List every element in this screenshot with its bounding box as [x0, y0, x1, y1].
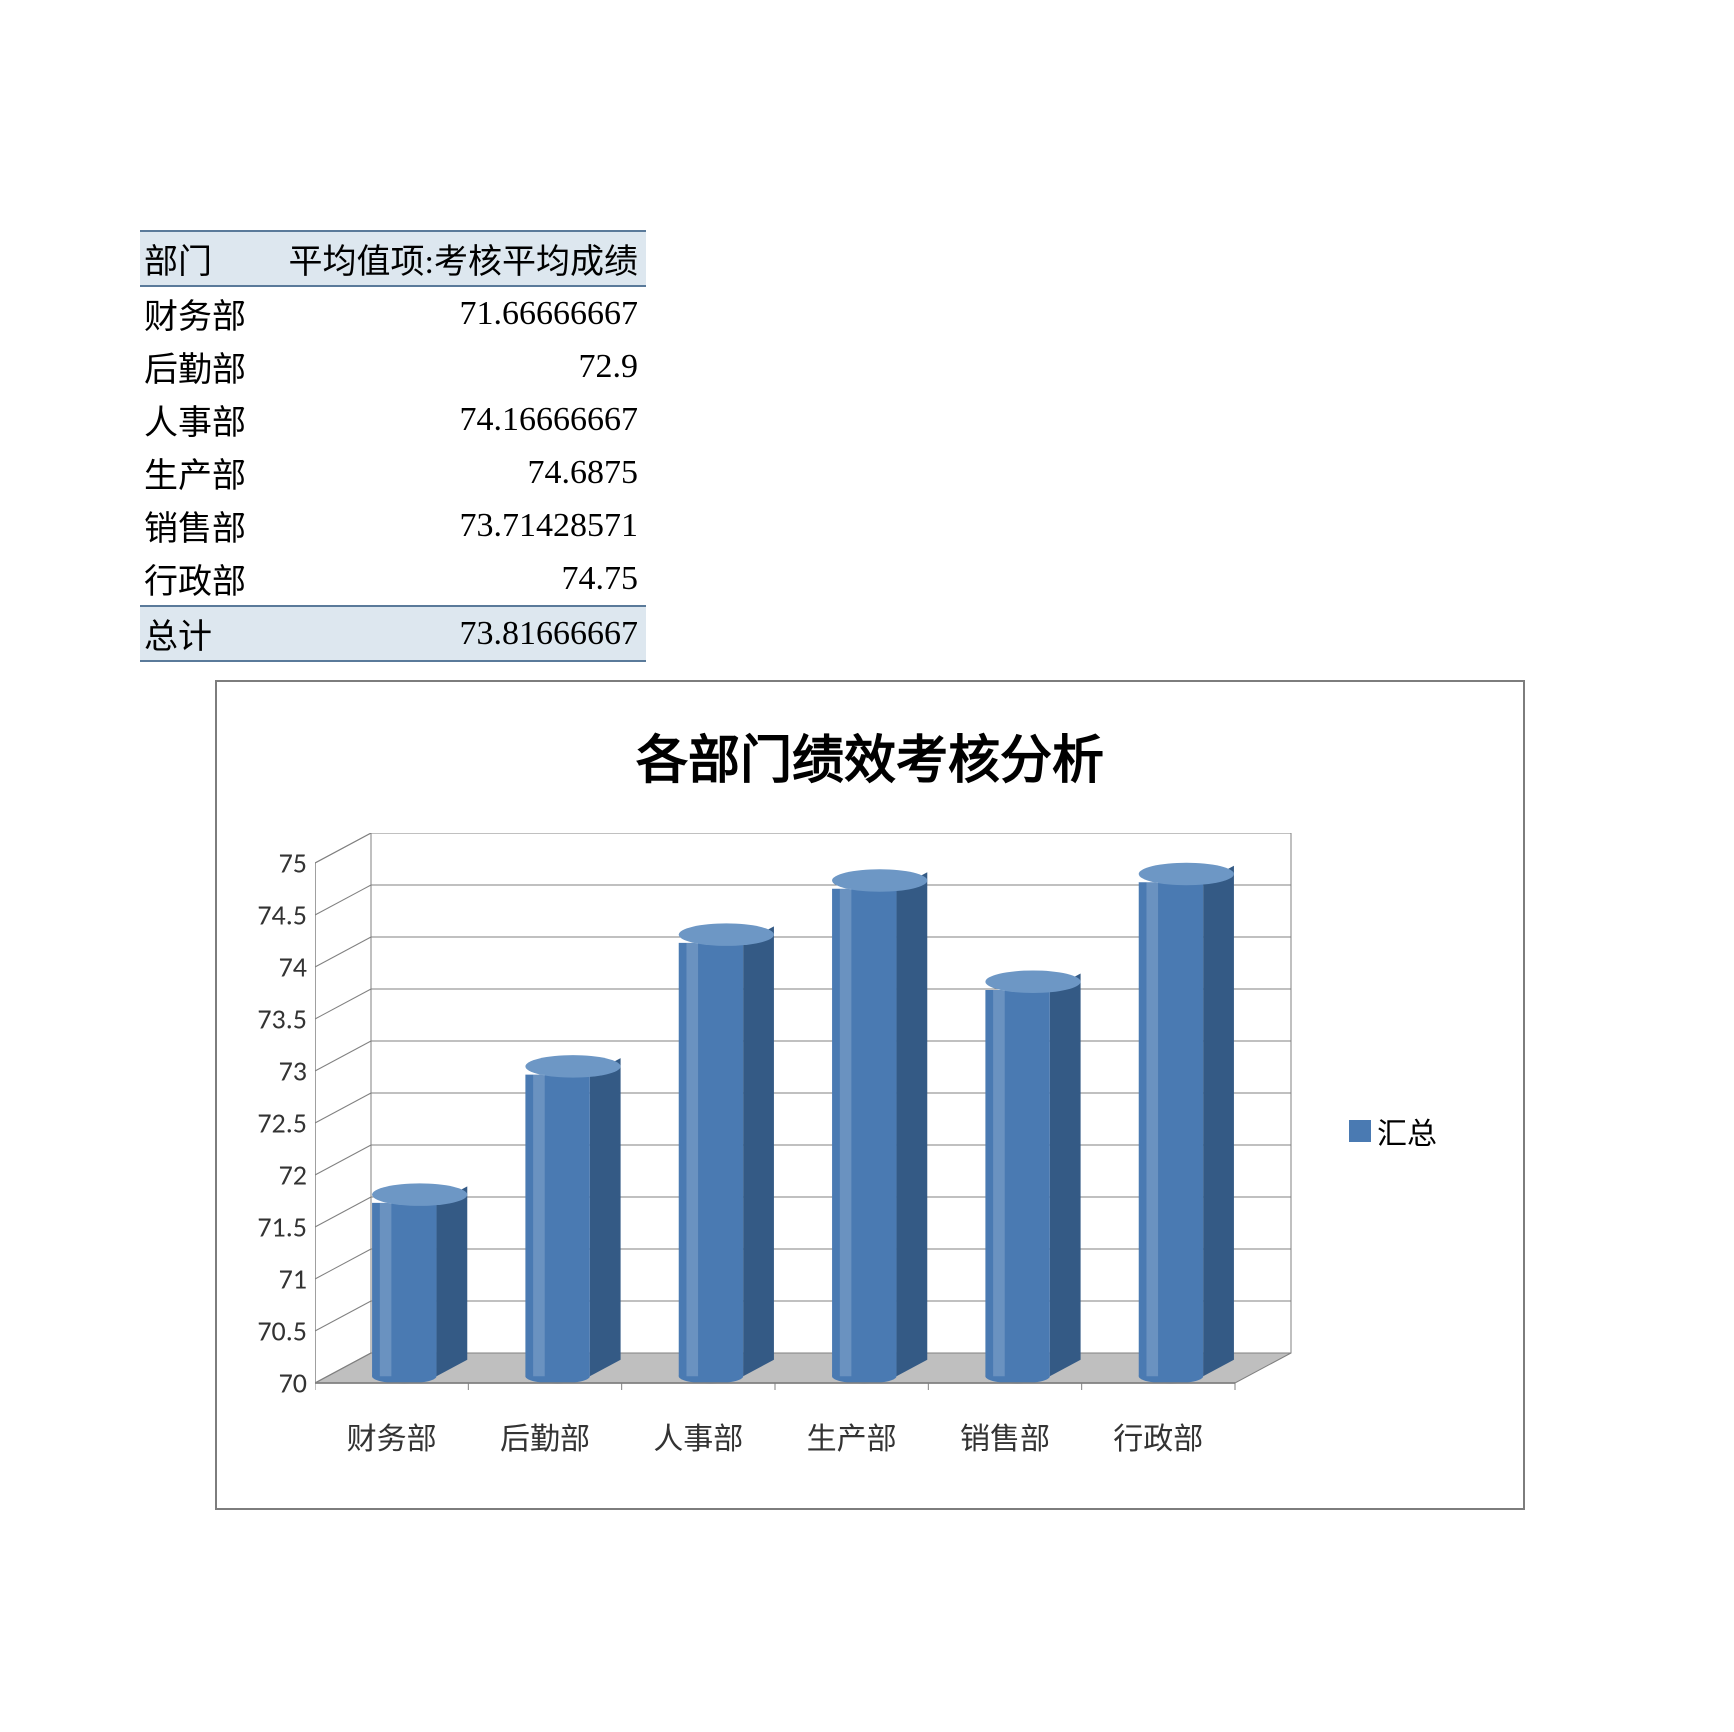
- row-dept: 生产部: [140, 446, 254, 499]
- row-dept: 人事部: [140, 393, 254, 446]
- y-axis-labels: 7070.57171.57272.57373.57474.575: [217, 833, 307, 1383]
- y-tick-label: 72.5: [237, 1106, 307, 1141]
- row-value: 74.75: [254, 552, 646, 606]
- table-header-row: 部门 平均值项:考核平均成绩: [140, 231, 646, 286]
- y-tick-label: 73: [237, 1054, 307, 1089]
- y-tick-label: 70.5: [237, 1314, 307, 1349]
- row-value: 71.66666667: [254, 286, 646, 340]
- plot-area: 财务部后勤部人事部生产部销售部行政部: [307, 803, 1321, 1458]
- x-tick-label: 行政部: [1082, 1414, 1235, 1458]
- row-dept: 销售部: [140, 499, 254, 552]
- row-value: 72.9: [254, 340, 646, 393]
- table-row: 后勤部72.9: [140, 340, 646, 393]
- table-total-row: 总计 73.81666667: [140, 606, 646, 661]
- x-tick-label: 人事部: [622, 1414, 775, 1458]
- pivot-table: 部门 平均值项:考核平均成绩 财务部71.66666667后勤部72.9人事部7…: [140, 230, 646, 662]
- row-value: 74.6875: [254, 446, 646, 499]
- table-row: 行政部74.75: [140, 552, 646, 606]
- x-tick-label: 后勤部: [468, 1414, 621, 1458]
- row-value: 74.16666667: [254, 393, 646, 446]
- row-dept: 后勤部: [140, 340, 254, 393]
- table-row: 人事部74.16666667: [140, 393, 646, 446]
- y-tick-label: 73.5: [237, 1002, 307, 1037]
- header-dept: 部门: [140, 231, 254, 286]
- chart-frame: 各部门绩效考核分析 70 70.5 71 71.5 72 72.5 73 73.5 74 74.5…: [215, 680, 1525, 1510]
- legend: 汇总: [1349, 803, 1437, 1458]
- y-tick-label: 71: [237, 1262, 307, 1297]
- total-label: 总计: [140, 606, 254, 661]
- bar-chart-svg: [315, 833, 1321, 1403]
- y-tick-label: 74.5: [237, 898, 307, 933]
- table-row: 销售部73.71428571: [140, 499, 646, 552]
- x-tick-label: 销售部: [928, 1414, 1081, 1458]
- x-tick-label: 财务部: [315, 1414, 468, 1458]
- y-tick-label: 70: [237, 1366, 307, 1401]
- chart-body: 70 70.5 71 71.5 72 72.5 73 73.5 74 74.5 75 财务部后勤部人…: [217, 803, 1523, 1458]
- y-tick-label: 71.5: [237, 1210, 307, 1245]
- page: 部门 平均值项:考核平均成绩 财务部71.66666667后勤部72.9人事部7…: [0, 0, 1734, 1732]
- y-tick-label: 75: [237, 846, 307, 881]
- row-dept: 行政部: [140, 552, 254, 606]
- total-value: 73.81666667: [254, 606, 646, 661]
- row-dept: 财务部: [140, 286, 254, 340]
- chart-title: 各部门绩效考核分析: [217, 718, 1523, 793]
- table-row: 财务部71.66666667: [140, 286, 646, 340]
- x-axis-labels: 财务部后勤部人事部生产部销售部行政部: [315, 1414, 1321, 1458]
- legend-swatch: [1349, 1120, 1371, 1142]
- legend-label: 汇总: [1377, 1109, 1437, 1153]
- x-tick-label: 生产部: [775, 1414, 928, 1458]
- y-tick-label: 72: [237, 1158, 307, 1193]
- header-value: 平均值项:考核平均成绩: [254, 231, 646, 286]
- row-value: 73.71428571: [254, 499, 646, 552]
- y-tick-label: 74: [237, 950, 307, 985]
- table-row: 生产部74.6875: [140, 446, 646, 499]
